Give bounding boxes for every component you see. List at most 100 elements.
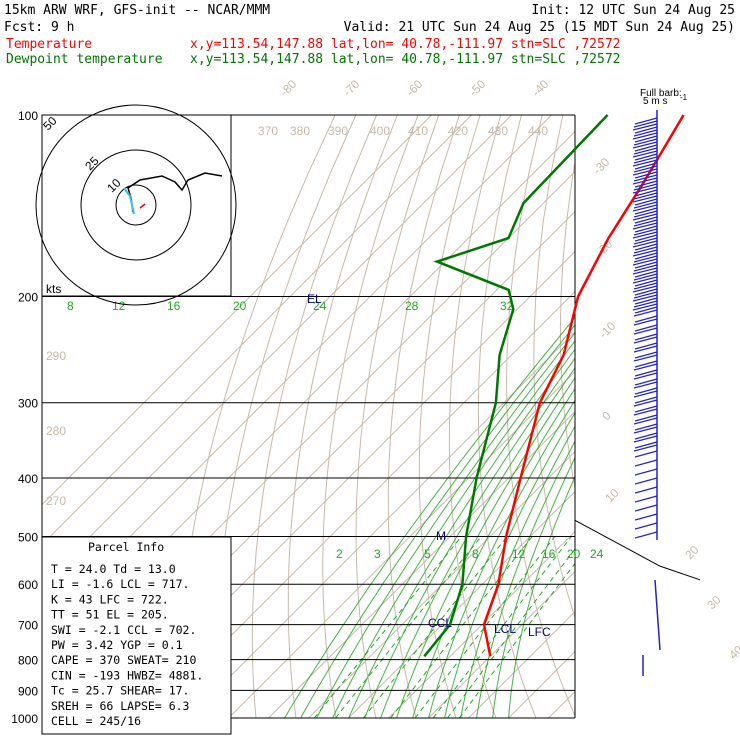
wind-barb-flag bbox=[633, 138, 658, 146]
isotherm-line bbox=[268, 410, 575, 718]
isotherm-label: -60 bbox=[403, 77, 425, 99]
wind-barb-flag bbox=[632, 204, 658, 212]
theta-label: 390 bbox=[328, 124, 348, 138]
parcel-info-row: Tc = 25.7 SHEAR= 17. bbox=[51, 684, 189, 698]
wind-barb-flag bbox=[634, 198, 658, 206]
header-init-time: Init: 12 UTC Sun 24 Aug 25 bbox=[532, 3, 736, 18]
barb-legend-unit: 5 m s bbox=[643, 96, 667, 107]
dry-adiabat bbox=[477, 115, 537, 718]
theta-label: 370 bbox=[258, 124, 278, 138]
wind-barb-flag bbox=[634, 279, 658, 287]
wind-barb-flag bbox=[634, 495, 658, 503]
isotherm-label: -50 bbox=[466, 77, 488, 99]
wind-barb-flag bbox=[634, 297, 658, 305]
mixing-ratio-label: 24 bbox=[590, 547, 604, 561]
wind-barb-flag bbox=[633, 345, 658, 353]
wind-barb-flag bbox=[633, 408, 658, 416]
mixing-ratio-label: 12 bbox=[512, 547, 526, 561]
wind-barb-flag bbox=[632, 267, 658, 275]
isotherm-line bbox=[388, 530, 575, 718]
mixing-ratio-line bbox=[458, 562, 575, 718]
moist-adiabat bbox=[412, 387, 575, 718]
barb-column-divider-lower bbox=[659, 565, 701, 581]
wind-barb-flag bbox=[634, 207, 658, 215]
level-marker-ccl: CCL bbox=[428, 616, 452, 630]
pressure-tick-label: 200 bbox=[18, 291, 38, 305]
mixing-ratio-label: 8 bbox=[67, 299, 74, 313]
wind-barb-flag bbox=[634, 315, 658, 323]
wind-barb-flag bbox=[632, 231, 658, 239]
isotherm-line bbox=[228, 370, 575, 718]
mixing-ratio-label: 12 bbox=[112, 299, 126, 313]
hodograph-frame bbox=[41, 114, 232, 297]
wind-barb-flag bbox=[632, 294, 658, 302]
mixing-ratio-label: 28 bbox=[405, 299, 419, 313]
dry-adiabat bbox=[322, 115, 419, 718]
legend-dewpoint-info: x,y=113.54,147.88 lat,lon= 40.78,-111.97… bbox=[190, 52, 620, 67]
pressure-tick-label: 900 bbox=[18, 684, 38, 698]
isotherm-label: -40 bbox=[529, 77, 551, 99]
wind-barb-flag bbox=[634, 288, 658, 296]
wind-barb-flag bbox=[632, 276, 658, 284]
wind-barb-flag bbox=[632, 159, 658, 167]
isotherm-label: 30 bbox=[704, 593, 724, 613]
hodograph-unit-label: kts bbox=[46, 282, 61, 296]
header-model-title: 15km ARW WRF, GFS-init -- NCAR/MMM bbox=[4, 3, 270, 18]
wind-barb-flag bbox=[634, 441, 658, 449]
hodograph-low-level-trace bbox=[123, 187, 135, 215]
wind-barb-flag bbox=[632, 177, 658, 185]
dewpoint-profile-line bbox=[423, 114, 609, 658]
wind-barb-flag bbox=[634, 360, 658, 368]
dry-adiabat bbox=[683, 115, 740, 718]
parcel-info-row: T = 24.0 Td = 13.0 bbox=[51, 562, 176, 576]
wind-barb-flag bbox=[634, 243, 658, 251]
isotherm-label: 0 bbox=[599, 408, 614, 423]
wind-barb-flag bbox=[634, 306, 658, 314]
wind-barb-flag bbox=[633, 156, 658, 164]
wind-barb-flag bbox=[634, 216, 658, 224]
legend-temperature-info: x,y=113.54,147.88 lat,lon= 40.78,-111.97… bbox=[190, 37, 620, 52]
pressure-tick-label: 1000 bbox=[11, 712, 38, 726]
dry-adiabat bbox=[533, 115, 575, 619]
dry-adiabat bbox=[287, 115, 398, 718]
mixing-ratio-label: 3 bbox=[374, 547, 381, 561]
pressure-tick-label: 600 bbox=[18, 578, 38, 592]
mixing-ratio-line bbox=[335, 536, 482, 718]
mixing-ratio-lines bbox=[313, 536, 575, 718]
wind-barb-flag bbox=[633, 174, 658, 182]
hodograph-ring bbox=[80, 149, 192, 261]
wind-barbs: Full barb:5 m s -1 bbox=[632, 88, 688, 676]
barb-legend-title: Full barb: bbox=[640, 88, 682, 99]
pressure-tick-label: 300 bbox=[18, 397, 38, 411]
isotherm-line bbox=[188, 330, 575, 718]
theta-label: 440 bbox=[528, 124, 548, 138]
mixing-ratio-line bbox=[447, 548, 575, 718]
wind-barb-flag bbox=[632, 168, 658, 176]
dry-adiabat bbox=[418, 115, 481, 718]
wind-barb-flag bbox=[633, 417, 658, 425]
wind-barb-flag bbox=[632, 222, 658, 230]
wind-barb-flag bbox=[632, 240, 658, 248]
dry-adiabat bbox=[251, 115, 378, 718]
parcel-info-row: CELL = 245/16 bbox=[51, 714, 141, 728]
wind-barb-flag bbox=[634, 459, 658, 467]
theta-label: 420 bbox=[448, 124, 468, 138]
wind-barb-flag bbox=[632, 186, 658, 194]
low-barb-staff bbox=[654, 579, 661, 651]
parcel-info-title: Parcel Info bbox=[88, 540, 164, 554]
wind-barb-flag bbox=[632, 258, 658, 266]
isotherm-line bbox=[468, 610, 575, 718]
wind-barb-flag bbox=[634, 396, 658, 404]
parcel-info-box bbox=[41, 536, 232, 735]
mixing-ratio-line bbox=[313, 536, 462, 718]
parcel-info-row: SREH = 66 LAPSE= 6.3 bbox=[51, 699, 190, 713]
theta-label: 430 bbox=[488, 124, 508, 138]
mixing-ratio-label: 5 bbox=[424, 547, 431, 561]
pressure-tick-label: 100 bbox=[18, 109, 38, 123]
mixing-ratio-line bbox=[363, 536, 508, 718]
wind-barb-flag bbox=[633, 336, 658, 344]
wind-barb-flag bbox=[632, 249, 658, 257]
moist-adiabat bbox=[364, 357, 575, 718]
wind-barb-flag bbox=[634, 531, 658, 539]
